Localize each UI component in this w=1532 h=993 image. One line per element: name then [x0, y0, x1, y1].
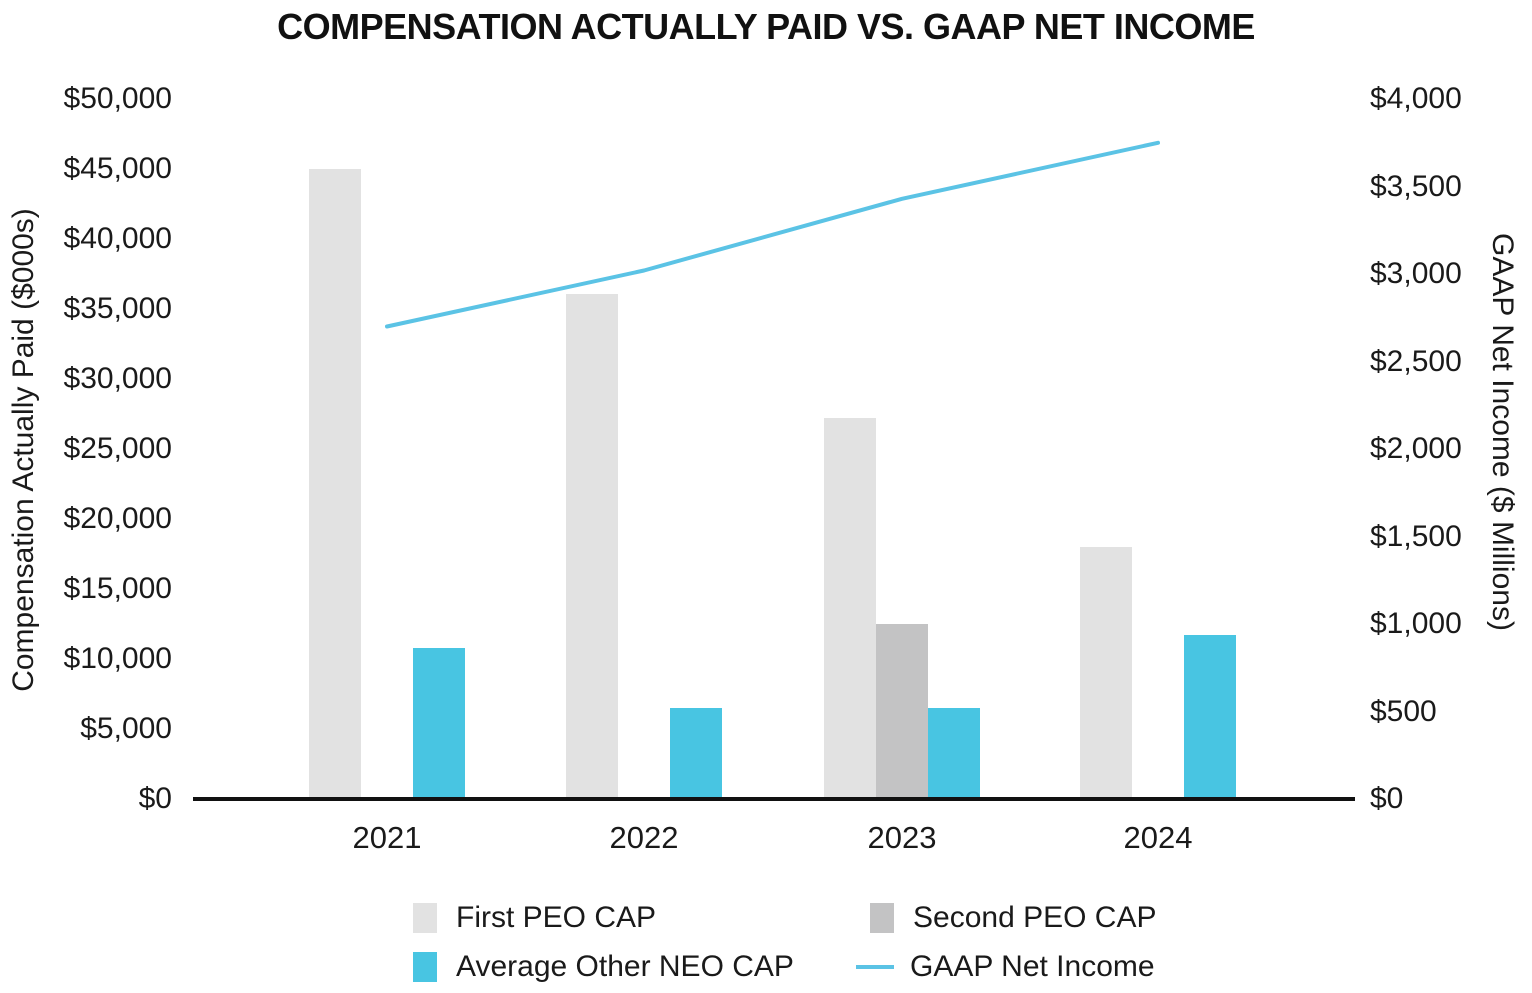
left-axis-tick: $50,000 [63, 82, 172, 115]
right-axis-tick: $3,500 [1370, 169, 1462, 203]
bar-first-peo-cap-2022 [566, 293, 618, 799]
left-axis-tick: $35,000 [63, 292, 172, 325]
x-axis-label-2022: 2022 [609, 820, 679, 855]
legend-item-first-peo-cap: First PEO CAP [413, 901, 657, 934]
legend-label-second-peo-cap: Second PEO CAP [913, 901, 1157, 934]
left-axis-tick: $5,000 [80, 712, 172, 745]
right-axis-tick: $1,000 [1370, 607, 1462, 640]
right-axis-tick: $1,500 [1370, 519, 1462, 553]
left-axis-tick: $0 [138, 782, 172, 815]
left-axis-tick: $25,000 [63, 432, 172, 465]
bar-average-other-neo-cap-2021 [413, 647, 465, 799]
left-axis-tick: $20,000 [63, 502, 172, 535]
right-axis-tick: $500 [1370, 694, 1437, 728]
right-axis-title: GAAP Net Income ($ Millions) [1486, 233, 1519, 631]
bar-first-peo-cap-2024 [1080, 547, 1132, 799]
left-axis-tick: $45,000 [63, 152, 172, 185]
left-axis-tick: $10,000 [63, 642, 172, 675]
legend-label-first-peo-cap: First PEO CAP [456, 901, 657, 934]
right-axis-tick: $4,000 [1370, 82, 1462, 115]
legend-line-swatch-gaap-net-income [856, 965, 894, 969]
right-axis-tick: $0 [1370, 782, 1404, 815]
x-axis-label-2024: 2024 [1123, 820, 1193, 855]
right-axis-tick: $3,000 [1370, 257, 1462, 290]
x-axis-label-2021: 2021 [352, 820, 422, 855]
legend-swatch-first-peo-cap [413, 903, 437, 933]
bar-average-other-neo-cap-2022 [670, 708, 722, 799]
bar-first-peo-cap-2023 [824, 418, 876, 799]
legend-item-second-peo-cap: Second PEO CAP [870, 901, 1157, 934]
legend-item-gaap-net-income: GAAP Net Income [856, 950, 1155, 983]
x-axis-label-2023: 2023 [867, 820, 937, 855]
left-axis-tick: $30,000 [63, 362, 172, 395]
legend-label-average-other-neo-cap: Average Other NEO CAP [456, 950, 794, 983]
x-axis-line [193, 797, 1355, 801]
chart-title: COMPENSATION ACTUALLY PAID VS. GAAP NET … [277, 6, 1255, 47]
bar-average-other-neo-cap-2023 [928, 708, 980, 799]
bar-average-other-neo-cap-2024 [1184, 635, 1236, 799]
bar-second-peo-cap-2023 [876, 624, 928, 799]
left-axis-tick: $15,000 [63, 572, 172, 605]
legend-swatch-second-peo-cap [870, 903, 894, 933]
right-axis-tick: $2,500 [1370, 344, 1462, 378]
legend-swatch-average-other-neo-cap [413, 952, 437, 982]
legend-item-average-other-neo-cap: Average Other NEO CAP [413, 950, 794, 983]
legend-label-gaap-net-income: GAAP Net Income [910, 950, 1155, 983]
bar-first-peo-cap-2021 [309, 169, 361, 799]
right-axis-tick: $2,000 [1370, 432, 1462, 465]
left-axis-tick: $40,000 [63, 222, 172, 255]
